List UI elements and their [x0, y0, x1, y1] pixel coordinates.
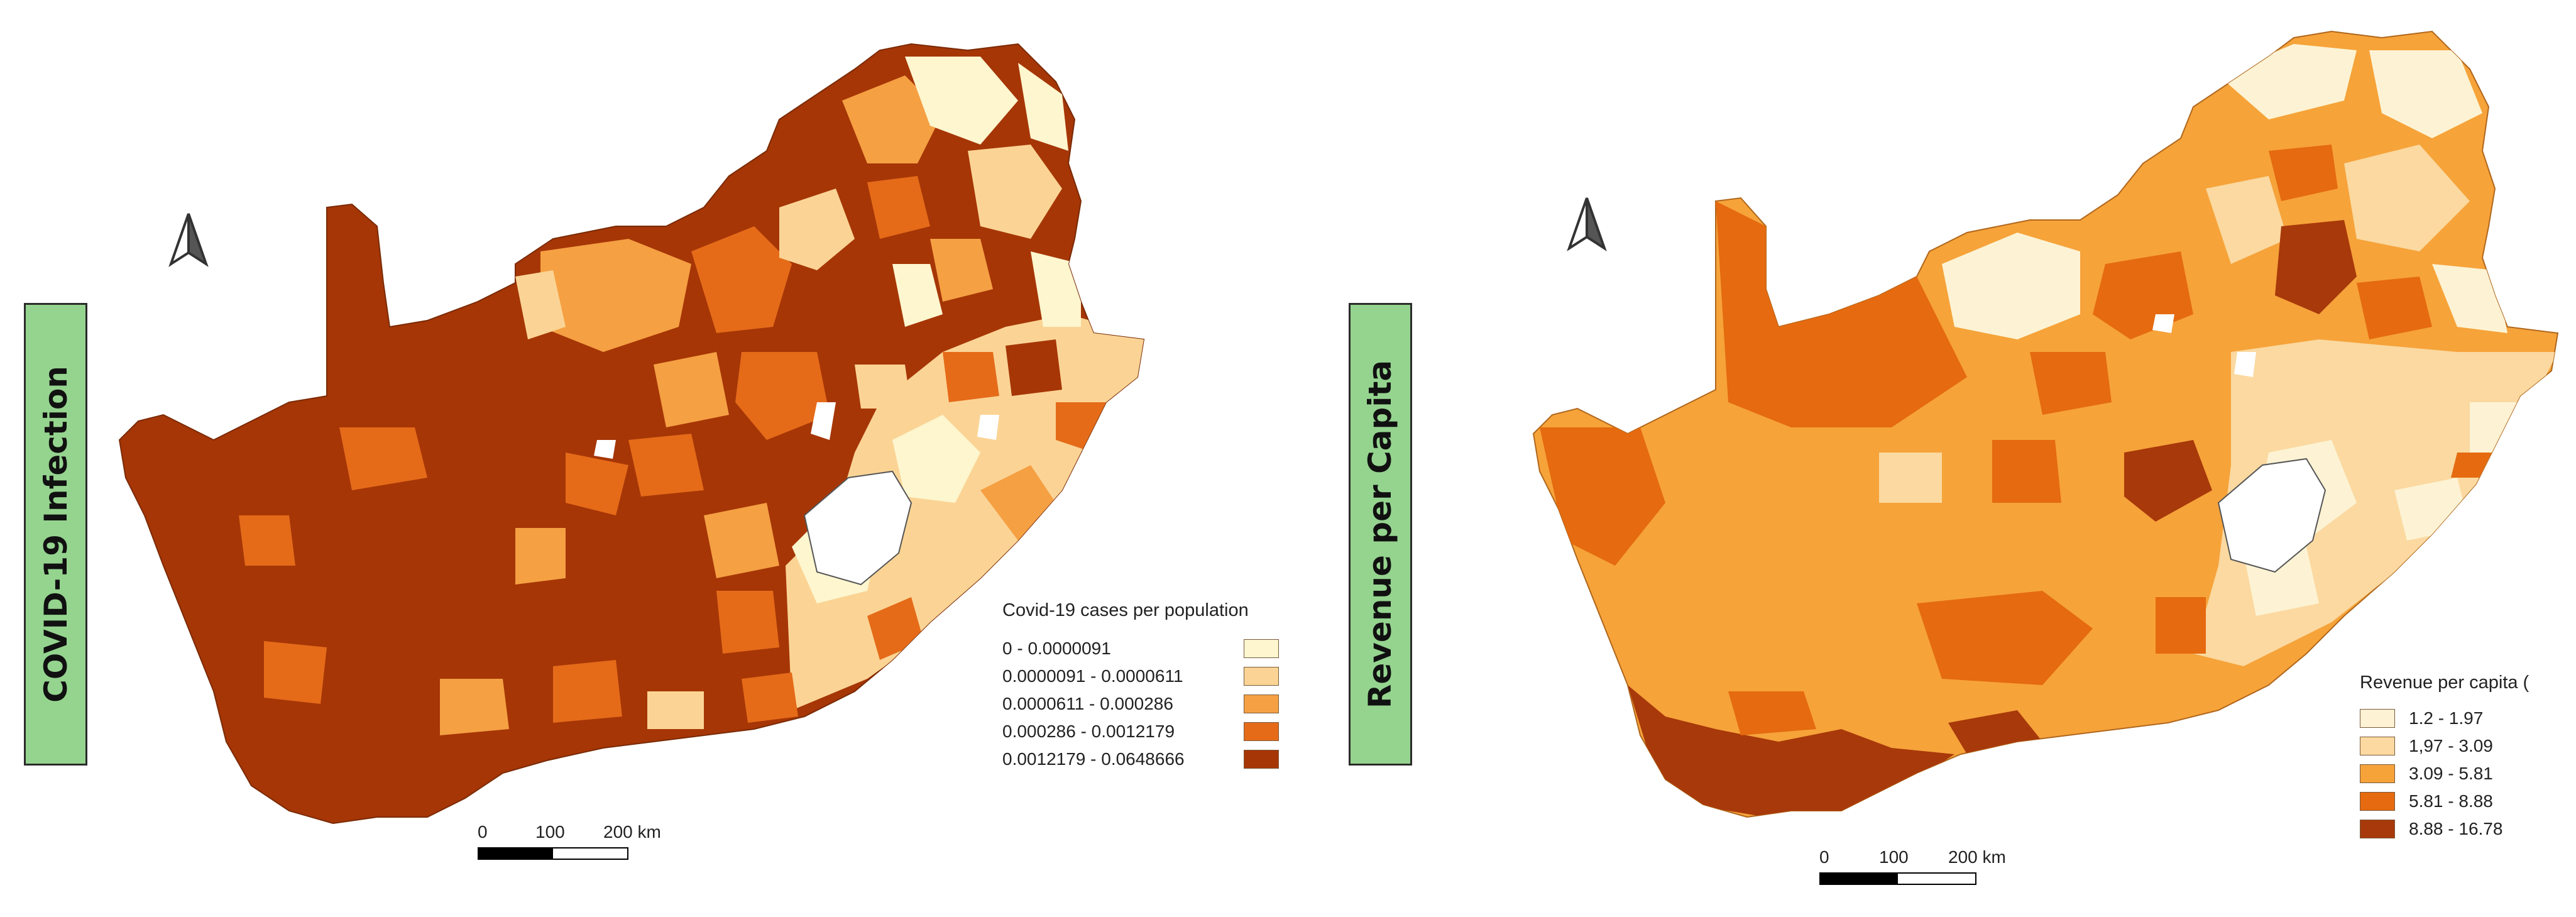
legend-item: 3.09 - 5.81	[2360, 760, 2570, 788]
lesotho-area	[2217, 458, 2327, 573]
legend-title: Covid-19 cases per population	[1002, 600, 1249, 620]
scale-label: 200 km	[603, 822, 661, 842]
legend-items: 0 - 0.0000091 0.0000091 - 0.0000611 0.00…	[1002, 635, 1279, 773]
revenue-per-capita-panel: Revenue per Capita	[1288, 0, 2576, 917]
legend-item: 1,97 - 3.09	[2360, 732, 2570, 760]
scale-label: 100	[535, 822, 565, 842]
legend-item: 0.0012179 - 0.0648666	[1002, 745, 1279, 773]
north-arrow-icon	[168, 213, 209, 267]
north-arrow-icon	[1567, 197, 1607, 251]
legend-swatch	[2360, 709, 2395, 728]
scale-label: 0	[478, 822, 488, 842]
legend-items: 1.2 - 1.97 1,97 - 3.09 3.09 - 5.81 5.81 …	[2360, 705, 2570, 843]
lesotho-area	[803, 470, 913, 586]
legend-item: 8.88 - 16.78	[2360, 815, 2570, 843]
map-svg	[1532, 30, 2559, 818]
legend-swatch	[1244, 667, 1279, 686]
legend-swatch	[2360, 792, 2395, 811]
legend-swatch	[2360, 820, 2395, 838]
legend-swatch	[2360, 764, 2395, 783]
legend: Revenue per capita ( 1.2 - 1.97 1,97 - 3…	[2360, 673, 2570, 843]
legend-item: 0 - 0.0000091	[1002, 635, 1279, 662]
scale-label: 100	[1879, 847, 1909, 867]
covid-infection-panel: COVID-19 Infection	[24, 43, 1279, 860]
legend-title: Revenue per capita (	[2360, 673, 2529, 693]
legend-item: 1.2 - 1.97	[2360, 705, 2570, 732]
legend-swatch	[2360, 737, 2395, 755]
side-label: COVID-19 Infection	[24, 303, 87, 766]
legend-swatch	[1244, 750, 1279, 769]
legend-swatch	[1244, 639, 1279, 658]
region-fills	[239, 57, 1144, 735]
legend-swatch	[1244, 695, 1279, 713]
legend-item: 0.0000611 - 0.000286	[1002, 690, 1279, 718]
scale-bar: 0 100 200 km	[478, 822, 661, 860]
scale-label: 200 km	[1948, 847, 2006, 867]
scale-bar: 0 100 200 km	[1819, 847, 2006, 885]
scale-label: 0	[1819, 847, 1829, 867]
legend-swatch	[1244, 722, 1279, 741]
legend: Covid-19 cases per population 0 - 0.0000…	[1002, 600, 1279, 773]
side-label: Revenue per Capita	[1349, 303, 1412, 766]
legend-item: 0.0000091 - 0.0000611	[1002, 662, 1279, 690]
legend-item: 0.000286 - 0.0012179	[1002, 718, 1279, 745]
legend-item: 5.81 - 8.88	[2360, 788, 2570, 815]
map-svg	[118, 43, 1145, 825]
